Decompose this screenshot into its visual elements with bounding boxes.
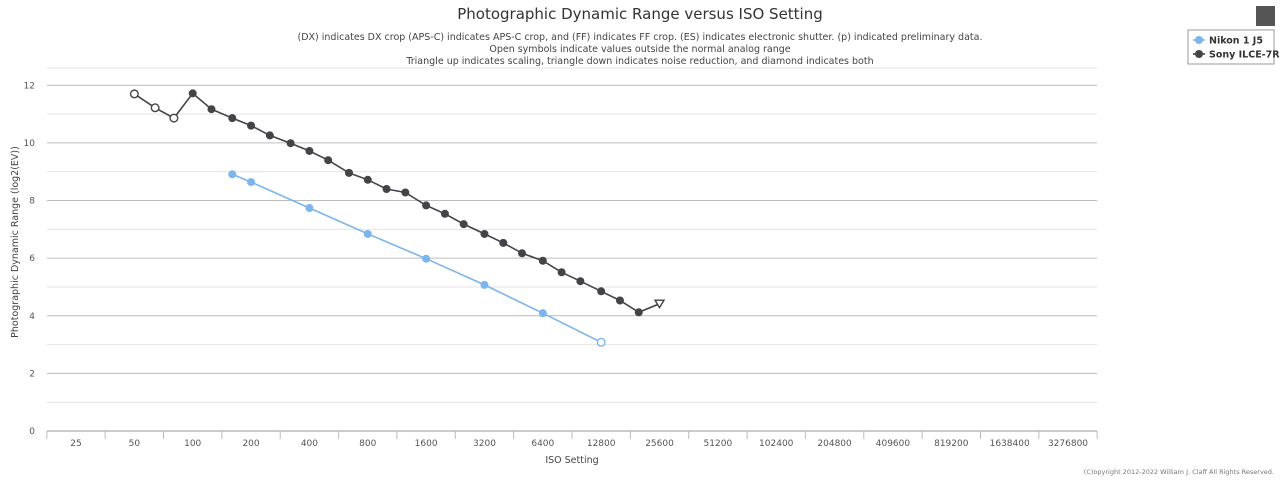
axes: 0 2 4 6 8 10 12 25 50 100 200 400 800 1600 3200 6400 128… [24,81,1098,449]
legend-label: Nikon 1 J5 [1209,36,1263,47]
data-point[interactable] [518,249,527,258]
y-tick-label: 2 [29,369,35,379]
chart-subtitle-line-2: Open symbols indicate values outside the… [489,44,790,55]
x-tick-label: 1638400 [990,439,1030,449]
x-tick-label: 25600 [645,439,674,449]
y-tick-label: 0 [29,427,35,437]
y-axis-title: Photographic Dynamic Range (log2(EV)) [10,146,21,338]
x-tick-label: 102400 [759,439,794,449]
data-point[interactable] [363,175,372,184]
data-point[interactable] [576,277,585,286]
x-tick-label: 400 [301,439,318,449]
data-point[interactable] [265,131,274,140]
data-point[interactable] [207,105,216,114]
legend-marker [1195,50,1203,58]
x-tick-label: 6400 [531,439,554,449]
data-point[interactable] [538,256,547,265]
data-point-open[interactable] [129,89,139,99]
data-point[interactable] [440,209,449,218]
data-point[interactable] [286,139,295,148]
copyright-credit: (C)opyright 2012-2022 William J. Claff A… [1084,468,1274,476]
y-tick-label: 6 [29,254,35,264]
data-point[interactable] [480,229,489,238]
x-tick-label: 1600 [415,439,438,449]
data-point[interactable] [247,178,256,187]
hamburger-menu-icon[interactable] [1256,6,1275,26]
data-point[interactable] [499,238,508,247]
chart-subtitle-line-1: (DX) indicates DX crop (APS-C) indicates… [298,32,983,43]
data-point[interactable] [247,121,256,130]
series-0 [228,170,606,347]
x-tick-label: 3276800 [1048,439,1088,449]
data-point[interactable] [422,201,431,210]
x-tick-label: 200 [242,439,259,449]
data-point[interactable] [324,156,333,165]
data-point[interactable] [480,280,489,289]
data-point[interactable] [382,185,391,193]
legend-label: Sony ILCE-7R [1209,50,1280,61]
y-tick-label: 8 [29,197,35,207]
data-point[interactable] [305,204,314,213]
x-tick-label: 100 [184,439,201,449]
data-point[interactable] [634,308,643,317]
grid-lines [47,67,1097,432]
data-point[interactable] [459,220,468,229]
legend-item-0[interactable]: Nikon 1 J5 [1193,36,1263,47]
x-tick-label: 819200 [934,439,969,449]
data-point-open[interactable] [150,103,160,113]
data-point[interactable] [557,268,566,277]
data-point[interactable] [228,114,237,123]
data-point-open[interactable] [596,337,606,347]
data-point[interactable] [538,309,547,318]
data-point-open[interactable] [169,113,179,123]
data-point[interactable] [305,146,314,155]
chart-title: Photographic Dynamic Range versus ISO Se… [457,5,823,23]
x-tick-label: 3200 [473,439,496,449]
series-line [231,173,602,344]
x-tick-label: 12800 [587,439,616,449]
x-tick-label: 25 [70,439,81,449]
legend-item-1[interactable]: Sony ILCE-7R [1193,50,1280,61]
data-point[interactable] [401,188,410,197]
data-point[interactable] [188,89,197,98]
series-1 [129,89,666,317]
legend-marker [1195,36,1203,44]
data-point[interactable] [615,296,624,305]
data-point[interactable] [344,168,353,177]
legend-box [1187,29,1275,65]
y-tick-label: 12 [24,81,35,91]
data-point-triangle-down[interactable] [653,299,666,310]
chart-subtitle-line-3: Triangle up indicates scaling, triangle … [405,56,873,67]
x-tick-label: 204800 [817,439,852,449]
x-axis-title: ISO Setting [545,455,598,466]
x-tick-label: 409600 [876,439,911,449]
data-point[interactable] [597,287,606,296]
x-tick-label: 51200 [704,439,733,449]
data-point[interactable] [363,229,372,238]
data-point[interactable] [422,254,431,263]
series-group [129,89,666,347]
y-tick-label: 4 [29,312,35,322]
chart-legend: Nikon 1 J5 Sony ILCE-7R [1187,29,1280,65]
x-tick-label: 50 [129,439,141,449]
y-tick-label: 10 [24,139,36,149]
x-tick-label: 800 [359,439,376,449]
series-line [133,92,660,314]
data-point[interactable] [228,170,237,179]
